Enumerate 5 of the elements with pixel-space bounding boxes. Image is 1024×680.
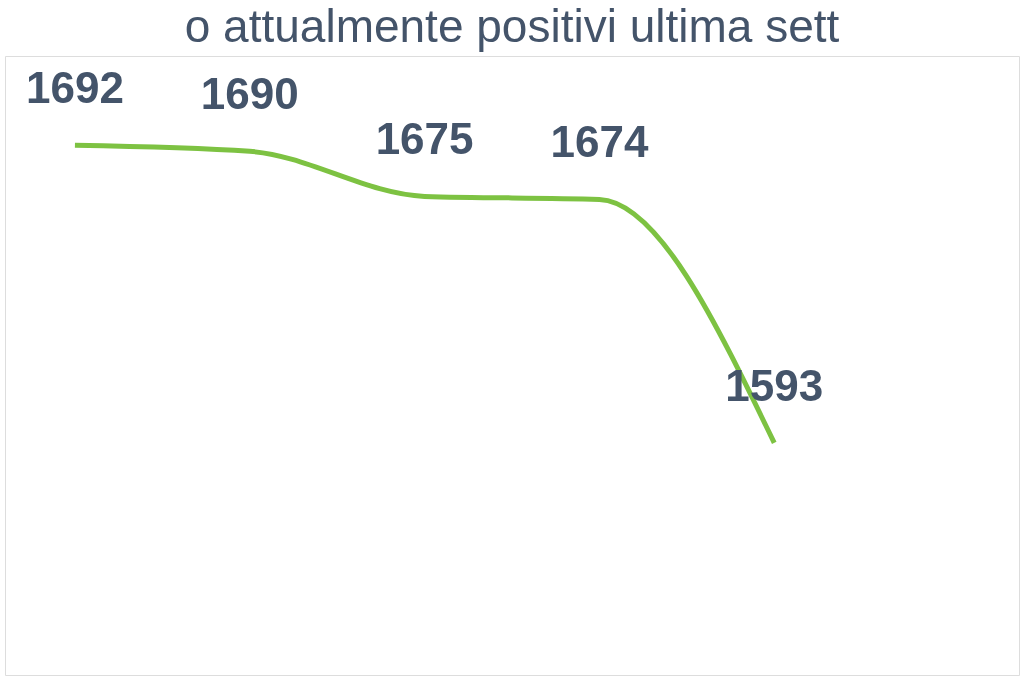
chart-title: o attualmente positivi ultima sett [184, 0, 840, 52]
data-label: 1692 [25, 63, 124, 113]
data-label: 1674 [550, 117, 649, 167]
data-label: 1675 [375, 114, 474, 164]
data-label: 1690 [200, 69, 299, 119]
